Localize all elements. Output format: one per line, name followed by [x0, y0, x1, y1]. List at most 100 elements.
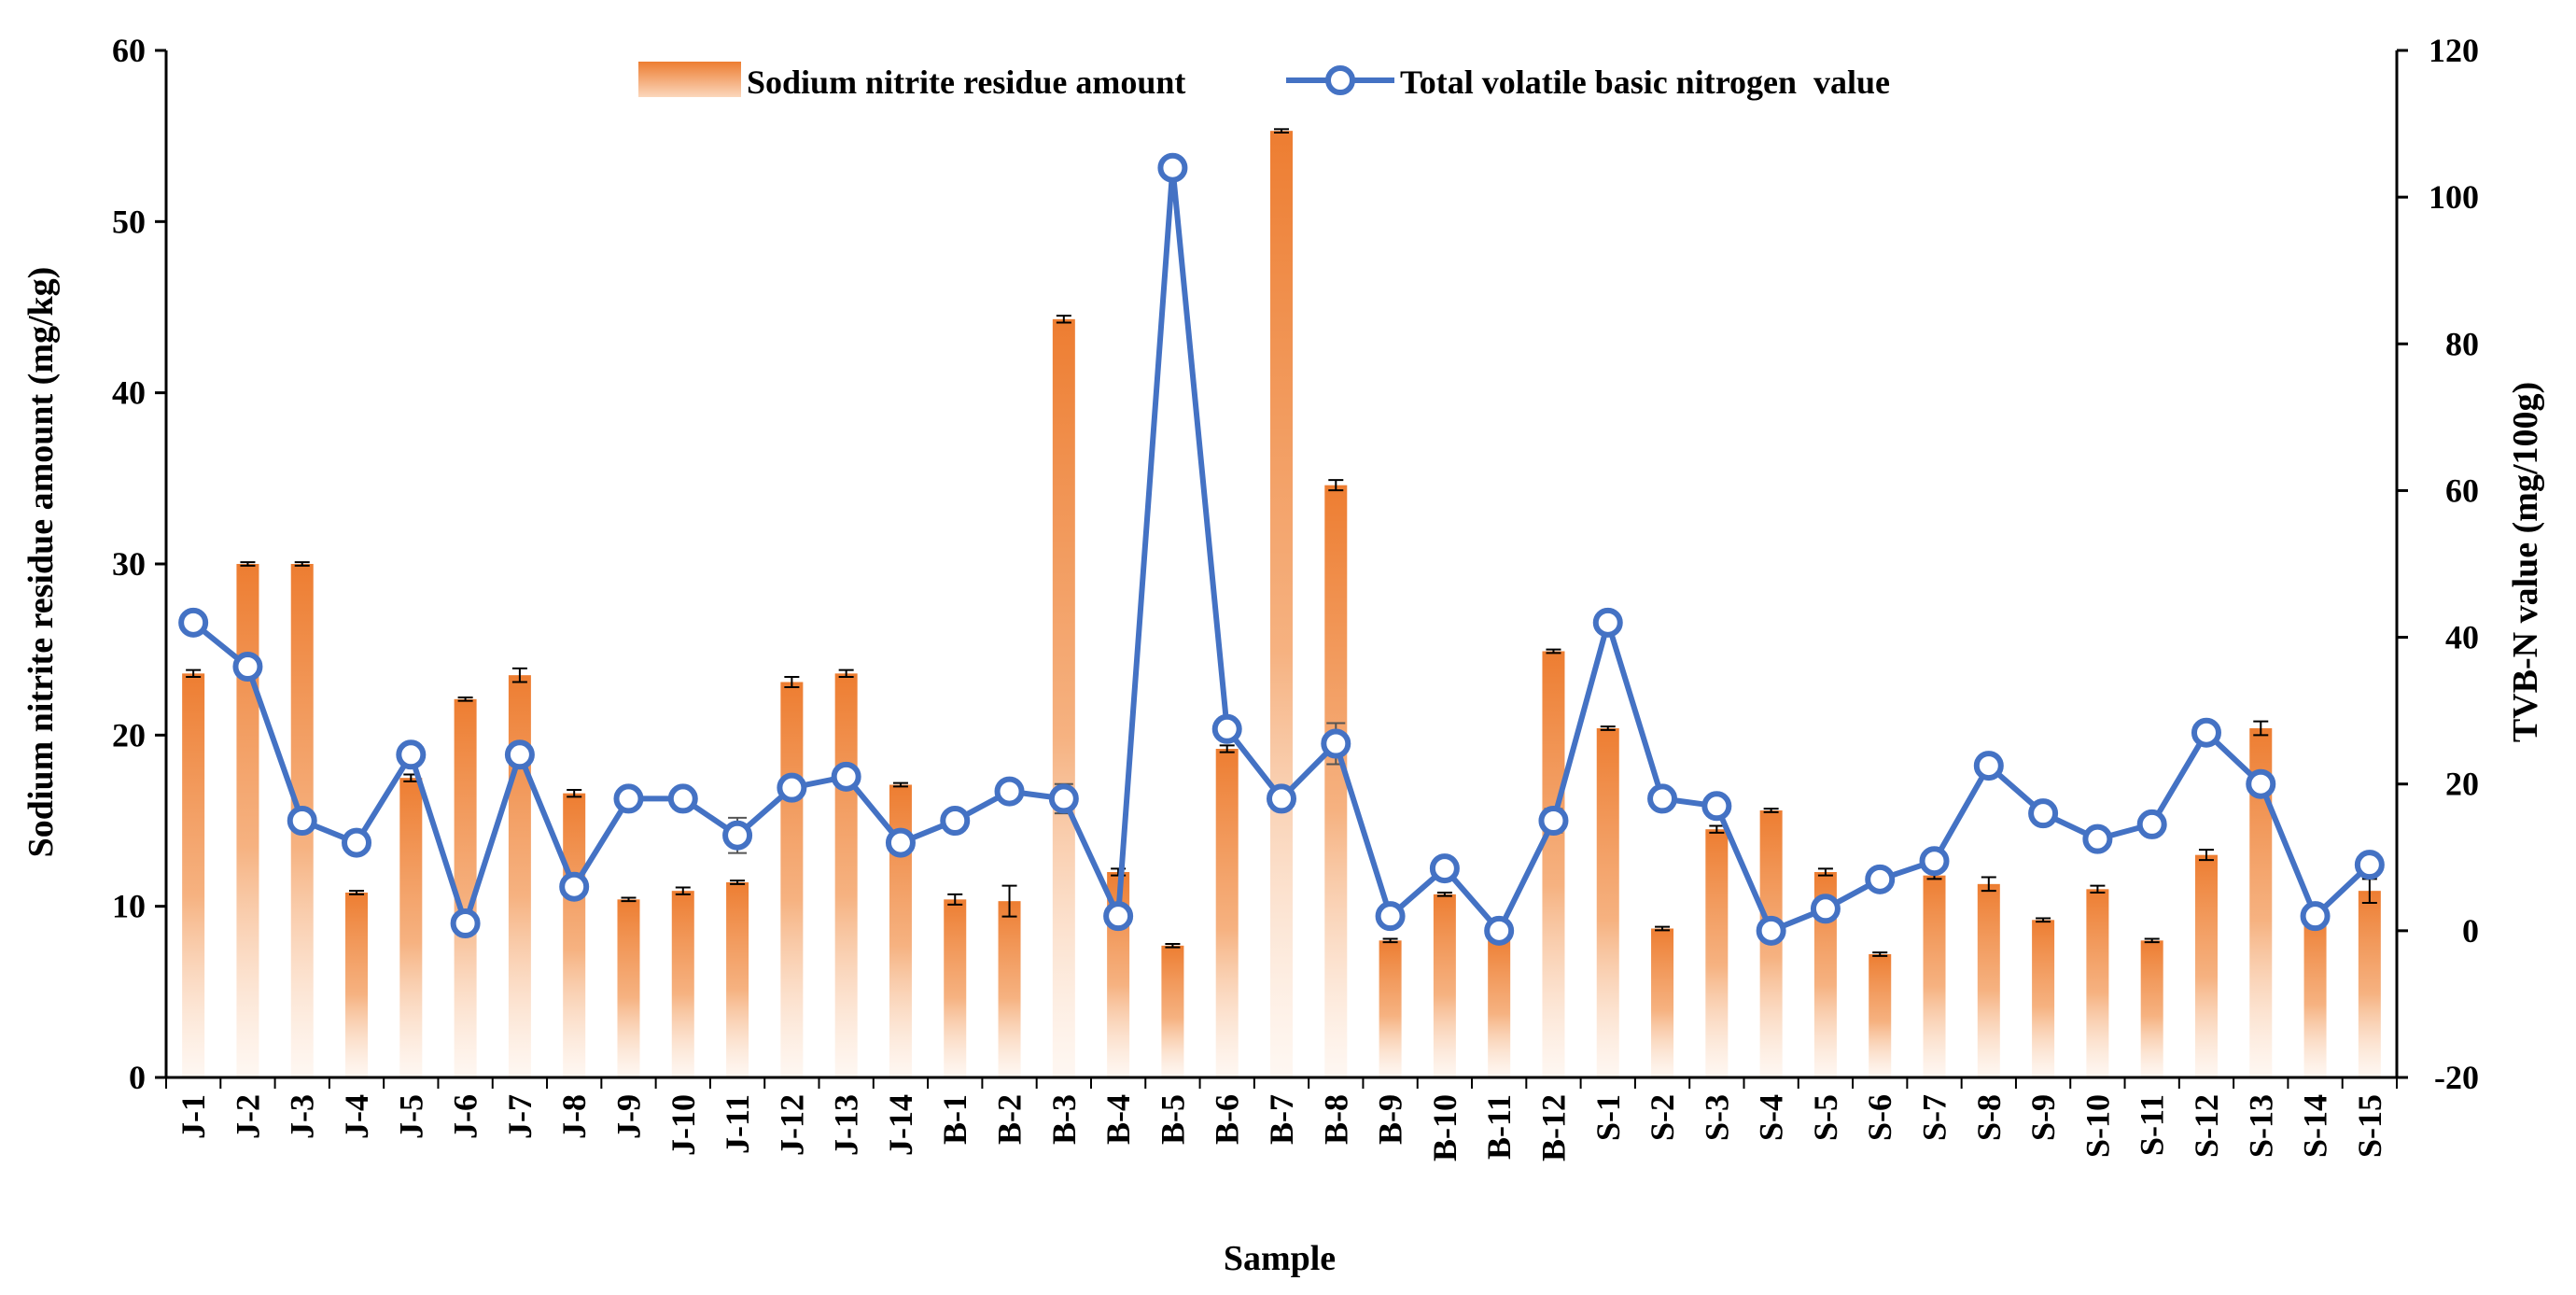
tvbn-point — [1865, 864, 1896, 894]
tvbn-point — [940, 806, 971, 836]
bar — [1379, 940, 1402, 1077]
tvbn-point — [1484, 915, 1515, 946]
bar — [617, 899, 640, 1077]
bar — [2140, 940, 2163, 1077]
x-tick-label: J-12 — [773, 1094, 810, 1156]
bar — [399, 778, 423, 1077]
y2-axis-title: TVB-N value (mg/100g) — [2506, 382, 2545, 742]
y2-tick-label: 20 — [2445, 766, 2479, 803]
x-tick-label: B-4 — [1099, 1094, 1137, 1145]
bar — [563, 793, 586, 1077]
y-tick-label: 50 — [112, 203, 146, 240]
legend-line-marker — [1325, 65, 1355, 95]
tvbn-point — [559, 871, 590, 902]
tvbn-point — [1267, 783, 1296, 814]
tvbn-point — [1756, 915, 1786, 946]
x-tick-label: J-7 — [501, 1094, 539, 1139]
x-tick-label: J-4 — [338, 1094, 375, 1139]
x-tick-label: S-9 — [2024, 1094, 2062, 1141]
tvbn-point — [504, 739, 535, 770]
bar — [1542, 651, 1565, 1077]
bar-series — [182, 131, 2381, 1077]
bar — [1923, 875, 1946, 1077]
bar — [944, 899, 967, 1077]
legend: Sodium nitrite residue amount Total vola… — [638, 62, 1890, 101]
tvbn-point — [667, 783, 698, 814]
y2-tick-label: 0 — [2462, 912, 2479, 950]
bar — [1433, 894, 1456, 1077]
y-tick-label: 60 — [112, 32, 146, 69]
tvbn-point — [2191, 717, 2221, 748]
x-tick-label: J-1 — [175, 1094, 212, 1139]
y-tick-label: 20 — [112, 716, 146, 753]
x-tick-label: S-7 — [1916, 1094, 1953, 1141]
tvbn-point — [1701, 791, 1732, 822]
tvbn-point — [396, 739, 427, 770]
tvbn-point — [1592, 607, 1623, 638]
x-tick-label: B-3 — [1045, 1094, 1083, 1145]
bar — [454, 698, 477, 1077]
tvbn-point — [2136, 809, 2167, 839]
tvbn-point — [722, 820, 753, 851]
bar — [2358, 891, 2381, 1077]
x-tick-label: S-12 — [2188, 1094, 2225, 1158]
tvbn-point — [1810, 894, 1841, 924]
bar — [2086, 889, 2109, 1077]
x-tick-label: B-8 — [1317, 1094, 1354, 1145]
tvbn-point — [2354, 850, 2385, 880]
x-tick-label: B-6 — [1209, 1094, 1246, 1145]
y-tick-label: 10 — [112, 888, 146, 925]
y2-tick-label: 40 — [2445, 619, 2479, 656]
bar — [1977, 883, 2000, 1077]
y2-tick-label: 120 — [2429, 32, 2479, 69]
x-tick-label: B-9 — [1372, 1094, 1409, 1145]
axes: 0 10 20 30 40 50 60 -20 0 20 40 60 80 100 120 J-1 J-2 J-3… — [112, 32, 2479, 1161]
bar — [1052, 318, 1075, 1077]
tvbn-point — [1375, 901, 1406, 932]
x-tick-label: B-2 — [991, 1094, 1029, 1145]
x-tick-label: J-13 — [828, 1094, 865, 1156]
x-tick-label: J-9 — [609, 1094, 647, 1139]
bar — [780, 682, 804, 1077]
legend-bar-swatch — [638, 62, 741, 97]
bar — [236, 564, 259, 1077]
x-tick-label: B-12 — [1534, 1094, 1572, 1161]
x-tick-label: J-8 — [555, 1094, 593, 1139]
tvbn-point — [831, 761, 861, 792]
bar — [998, 901, 1021, 1077]
bar — [671, 891, 694, 1077]
tvbn-point — [178, 607, 209, 638]
legend-bar-label: Sodium nitrite residue amount — [747, 63, 1185, 101]
tvbn-point — [232, 652, 263, 682]
tvbn-point — [1973, 751, 2004, 781]
tvbn-point — [1919, 846, 1950, 877]
x-tick-label: S-13 — [2242, 1094, 2279, 1158]
bar — [1488, 935, 1511, 1077]
x-tick-label: B-7 — [1263, 1094, 1300, 1145]
x-tick-label: S-11 — [2134, 1094, 2171, 1156]
tvbn-point — [1211, 713, 1242, 744]
bar — [1215, 749, 1239, 1077]
x-tick-label: B-1 — [936, 1094, 973, 1145]
x-tick-label: S-10 — [2079, 1094, 2116, 1158]
bar — [345, 893, 369, 1077]
x-tick-label: S-6 — [1861, 1094, 1898, 1141]
line-series — [178, 152, 2385, 946]
tvbn-point — [1538, 806, 1569, 836]
bar — [834, 673, 858, 1077]
y-tick-label: 0 — [129, 1059, 146, 1096]
x-tick-label: S-5 — [1807, 1094, 1844, 1141]
y2-tick-label: 100 — [2429, 178, 2479, 216]
y-tick-label: 40 — [112, 374, 146, 412]
tvbn-point — [777, 772, 807, 803]
x-tick-label: S-4 — [1753, 1094, 1790, 1141]
tvbn-point — [885, 827, 916, 858]
tvbn-point — [1048, 783, 1079, 814]
x-tick-label: J-2 — [229, 1094, 266, 1139]
bar — [1270, 131, 1293, 1077]
bar — [2032, 920, 2055, 1077]
y-axis-title: Sodium nitrite residue amount (mg/kg) — [21, 267, 61, 858]
tvbn-point — [1157, 152, 1188, 183]
